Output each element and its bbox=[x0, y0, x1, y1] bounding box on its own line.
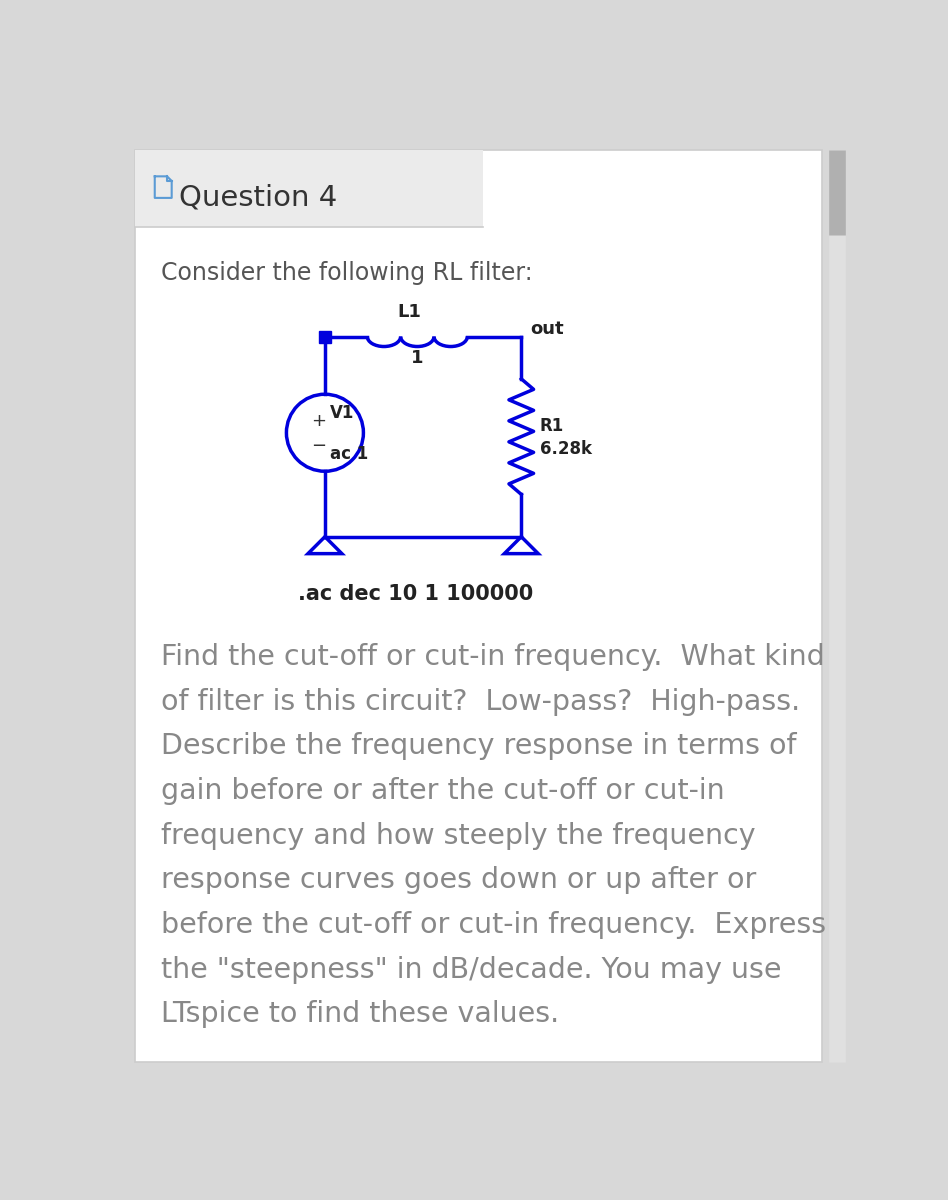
Text: −: − bbox=[311, 437, 326, 455]
Text: the "steepness" in dB/decade. You may use: the "steepness" in dB/decade. You may us… bbox=[161, 955, 781, 984]
Text: of filter is this circuit?  Low-pass?  High-pass.: of filter is this circuit? Low-pass? Hig… bbox=[161, 688, 800, 715]
Text: Describe the frequency response in terms of: Describe the frequency response in terms… bbox=[161, 732, 796, 761]
Text: +: + bbox=[311, 413, 326, 431]
Text: R1: R1 bbox=[539, 416, 564, 434]
Text: LTspice to find these values.: LTspice to find these values. bbox=[161, 1001, 559, 1028]
Text: Consider the following RL filter:: Consider the following RL filter: bbox=[161, 262, 533, 286]
Text: V1: V1 bbox=[330, 403, 354, 421]
Text: Find the cut-off or cut-in frequency.  What kind: Find the cut-off or cut-in frequency. Wh… bbox=[161, 643, 825, 671]
Text: gain before or after the cut-off or cut-in: gain before or after the cut-off or cut-… bbox=[161, 776, 724, 805]
Text: ac 1: ac 1 bbox=[330, 445, 368, 463]
Text: L1: L1 bbox=[397, 302, 422, 320]
Bar bbox=[135, 150, 483, 227]
Text: frequency and how steeply the frequency: frequency and how steeply the frequency bbox=[161, 822, 756, 850]
Text: 1: 1 bbox=[411, 349, 424, 367]
Text: response curves goes down or up after or: response curves goes down or up after or bbox=[161, 866, 757, 894]
Text: .ac dec 10 1 100000: .ac dec 10 1 100000 bbox=[298, 584, 533, 605]
Text: 6.28k: 6.28k bbox=[539, 440, 592, 458]
Text: before the cut-off or cut-in frequency.  Express: before the cut-off or cut-in frequency. … bbox=[161, 911, 826, 938]
Text: Question 4: Question 4 bbox=[179, 184, 337, 212]
Text: out: out bbox=[531, 319, 564, 337]
